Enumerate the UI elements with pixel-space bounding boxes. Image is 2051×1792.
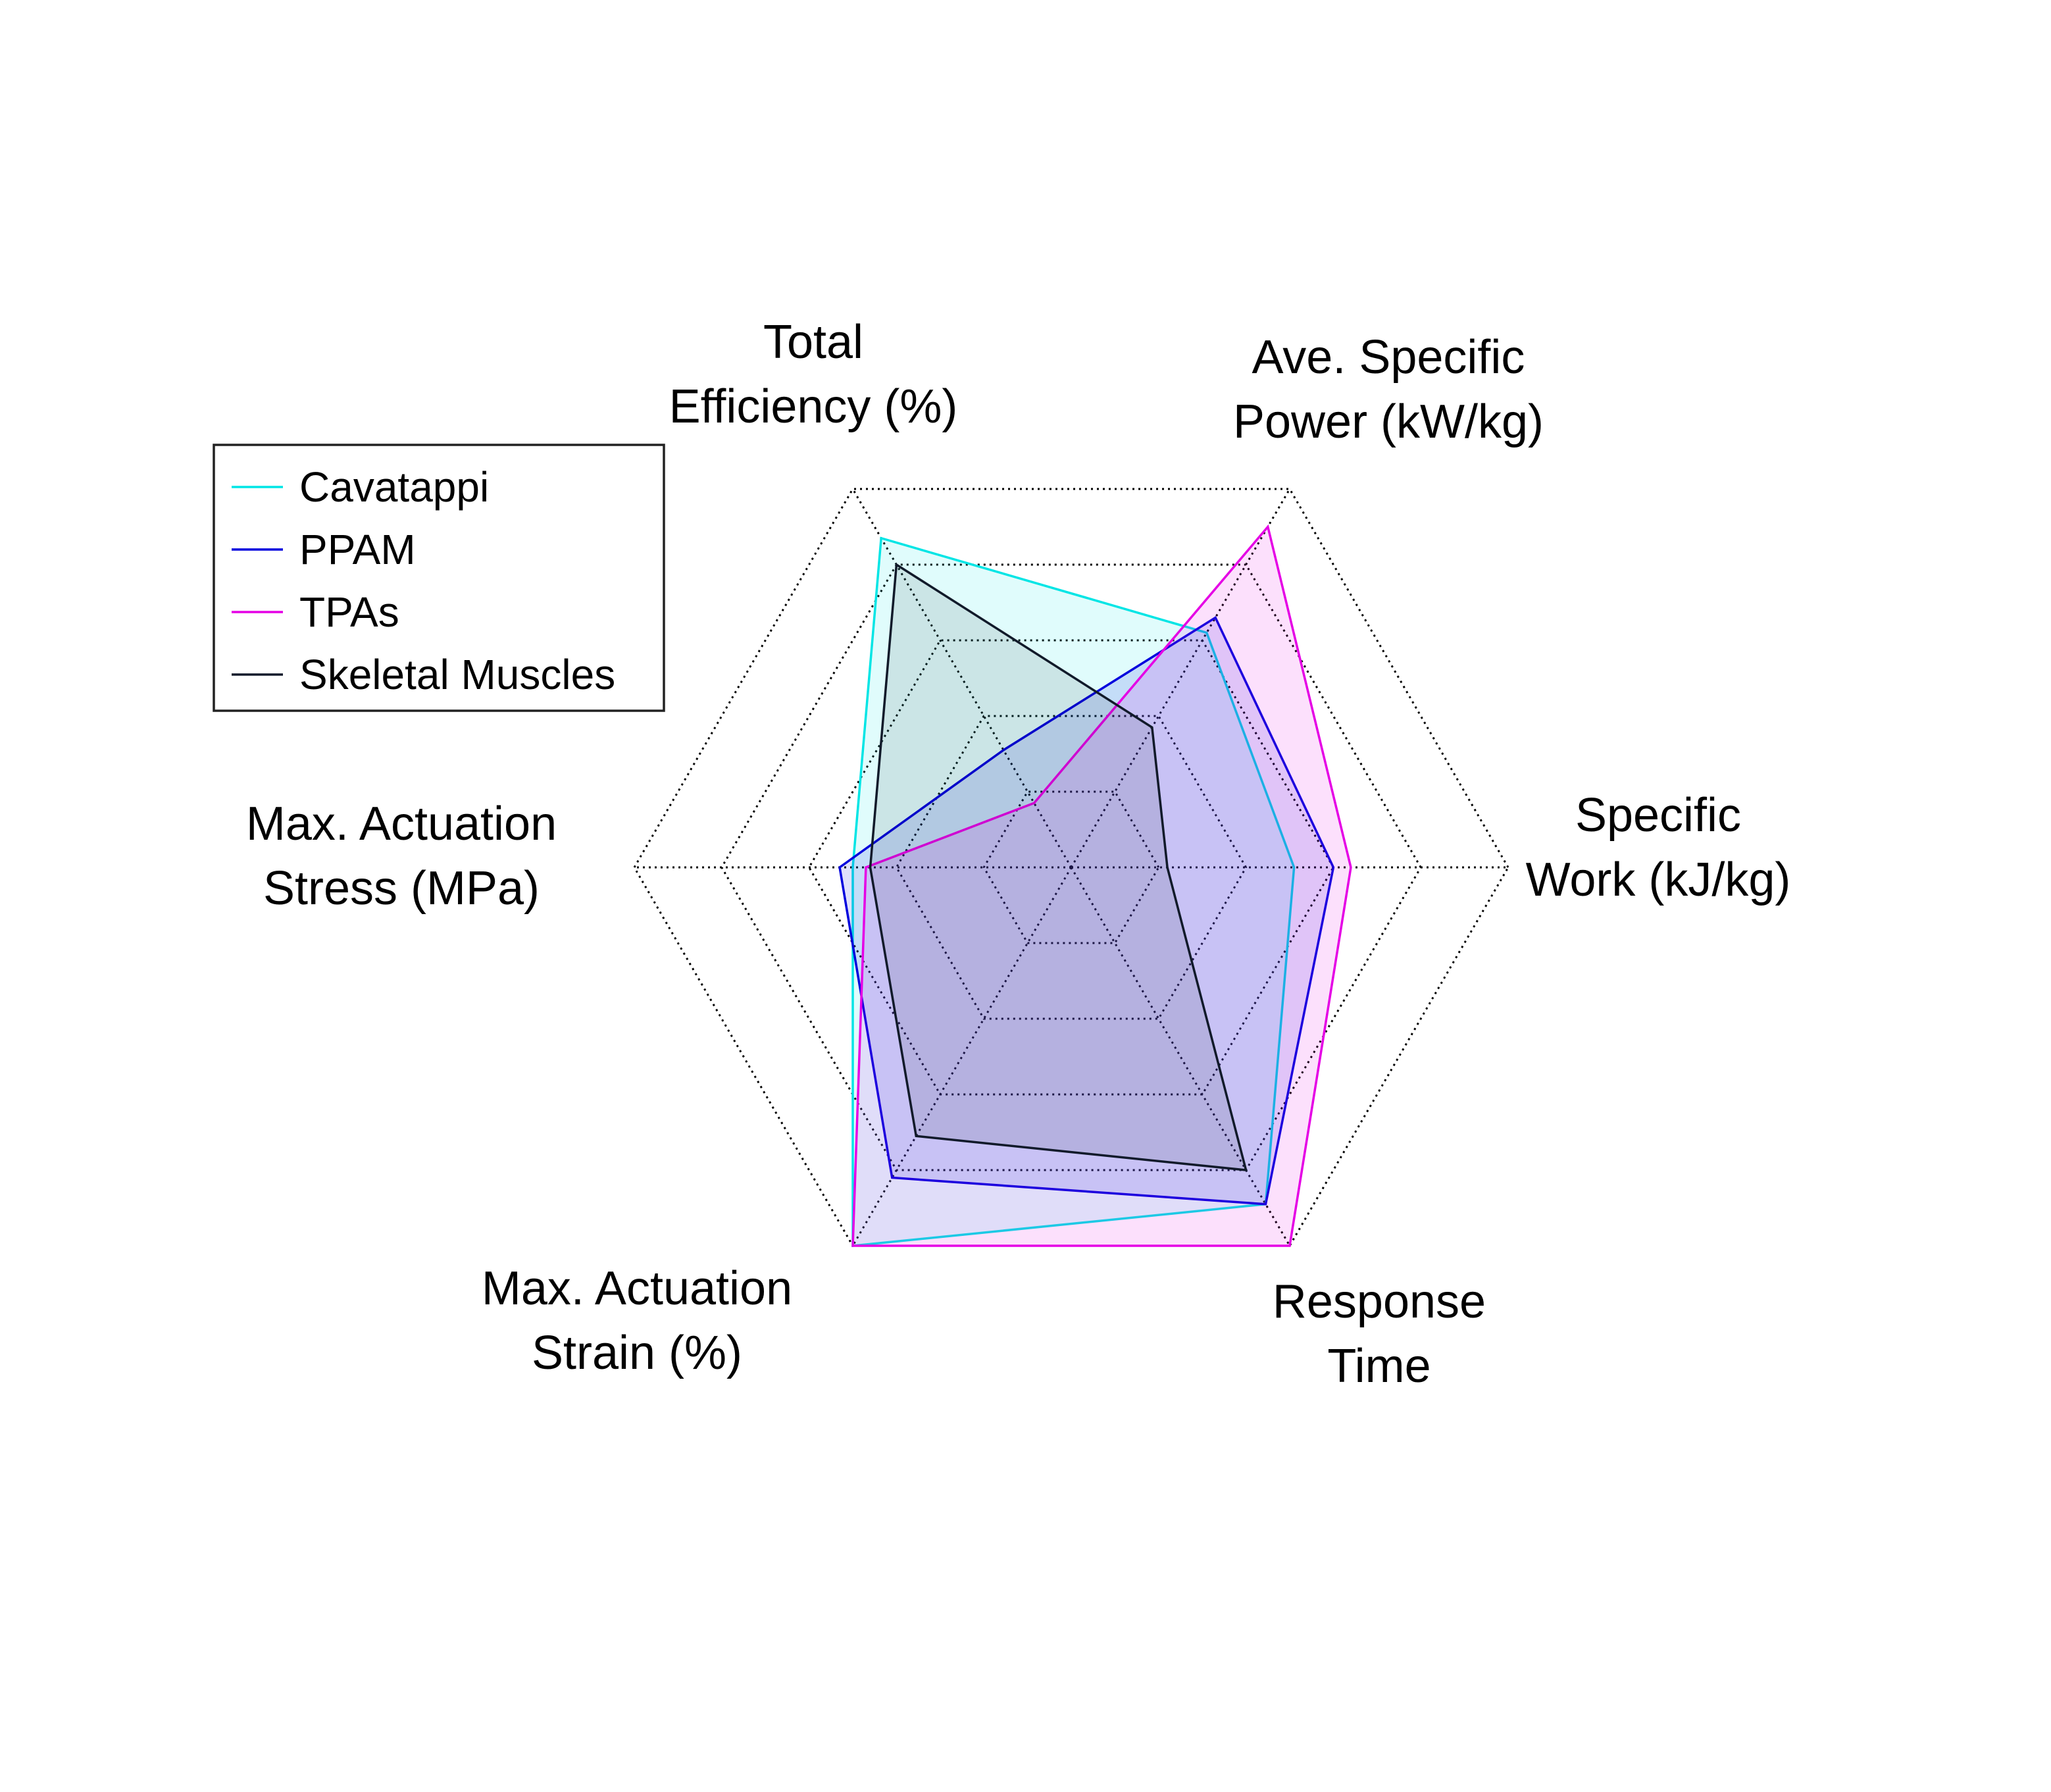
- grid-spoke-4: [851, 867, 1073, 1246]
- grid-ring-1: [982, 790, 1160, 944]
- grid-ring-5: [633, 488, 1509, 1247]
- series-ppam: [838, 615, 1335, 1206]
- legend-label-0: Cavatappi: [299, 463, 489, 511]
- legend-label-3: Skeletal Muscles: [299, 651, 615, 698]
- axis-label-2: Total Efficiency (%): [669, 316, 958, 433]
- legend: Cavatappi PPAM TPAs Skeletal Muscles: [213, 444, 665, 712]
- axis-labels: Specific Work (kJ/kg) Ave. Specific Power (…: [246, 316, 1790, 1393]
- grid-spoke-1: [1070, 488, 1291, 868]
- legend-box: [213, 444, 665, 712]
- legend-label-1: PPAM: [299, 526, 416, 573]
- series-skeletal-muscles: [869, 562, 1248, 1172]
- series-polygons: [838, 524, 1352, 1247]
- axis-label-3: Max. Actuation Stress (MPa): [246, 798, 557, 915]
- axis-label-4: Max. Actuation Strain (%): [482, 1262, 792, 1379]
- axis-label-0: Specific Work (kJ/kg): [1526, 789, 1791, 906]
- grid-spoke-2: [851, 488, 1073, 868]
- grid-spoke-5: [1070, 867, 1291, 1246]
- series-tpas: [851, 524, 1352, 1247]
- axis-label-5: Response Time: [1273, 1275, 1486, 1393]
- axis-label-1: Ave. Specific Power (kW/kg): [1233, 331, 1544, 448]
- legend-label-2: TPAs: [299, 588, 399, 636]
